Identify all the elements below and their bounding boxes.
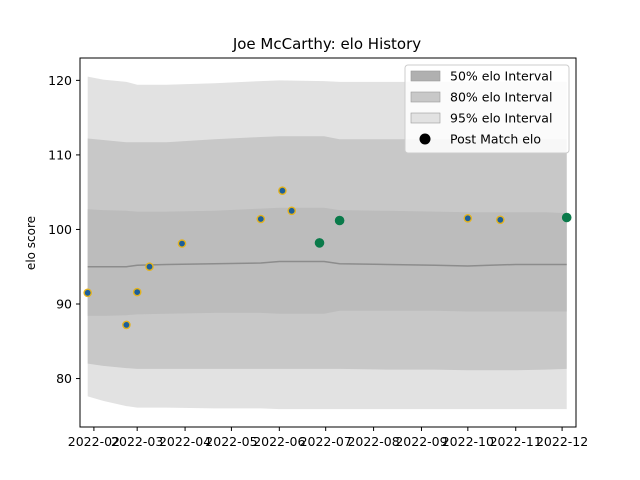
- data-point: [83, 288, 92, 298]
- y-axis-label: elo score: [24, 216, 38, 270]
- legend-marker: [419, 133, 431, 145]
- y-axis-ticks: 80 90 100 110 120: [48, 73, 80, 386]
- x-tick-label: 2022-09: [395, 434, 447, 449]
- chart-title: Joe McCarthy: elo History: [232, 35, 421, 53]
- mean-line: [87, 260, 567, 268]
- x-tick-label: 2022-10: [442, 434, 494, 449]
- plot-frame: [79, 57, 577, 428]
- data-point: [177, 239, 187, 248]
- x-tick-label: 2022-07: [300, 434, 352, 449]
- confidence-bands: [87, 76, 567, 410]
- legend-label: 50% elo Interval: [450, 69, 552, 84]
- data-point: [287, 206, 297, 216]
- data-point: [495, 215, 505, 225]
- legend-label: 95% elo Interval: [450, 111, 552, 126]
- y-tick-label: 110: [48, 147, 72, 162]
- x-tick-label: 2022-02: [68, 434, 120, 449]
- y-tick-label: 100: [48, 222, 72, 237]
- legend-swatch: [410, 91, 441, 103]
- data-point: [256, 214, 266, 224]
- x-tick-label: 2022-04: [159, 434, 211, 449]
- x-tick-label: 2022-11: [490, 434, 542, 449]
- x-tick-label: 2022-12: [536, 434, 588, 449]
- data-point: [463, 213, 473, 223]
- legend: 50% elo Interval 80% elo Interval 95% elo …: [404, 64, 570, 154]
- x-tick-label: 2022-06: [253, 434, 305, 449]
- data-point: [132, 287, 142, 297]
- post-match-points: [83, 186, 572, 330]
- x-tick-label: 2022-03: [111, 434, 163, 449]
- x-tick-label: 2022-05: [205, 434, 257, 449]
- data-point: [561, 212, 572, 223]
- mean-elo-line: [87, 260, 567, 268]
- data-point: [314, 238, 325, 248]
- data-point: [145, 262, 154, 272]
- data-point: [334, 215, 345, 226]
- legend-label: Post Match elo: [450, 132, 541, 147]
- x-axis-ticks: 2022-022022-032022-042022-052022-062022-…: [68, 427, 588, 449]
- data-point: [122, 320, 131, 330]
- legend-label: 80% elo Interval: [450, 90, 552, 105]
- data-point: [278, 186, 287, 195]
- x-tick-label: 2022-08: [347, 434, 399, 449]
- y-tick-label: 120: [48, 73, 72, 88]
- legend-swatch: [410, 70, 441, 82]
- y-tick-label: 80: [56, 371, 72, 386]
- y-tick-label: 90: [56, 297, 72, 312]
- legend-swatch: [410, 112, 441, 124]
- legend-box: [404, 64, 570, 154]
